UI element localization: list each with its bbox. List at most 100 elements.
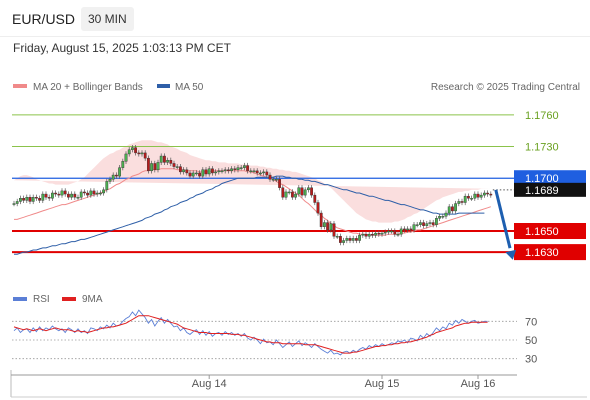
candle-body: [364, 233, 368, 237]
last-price-bg: [514, 182, 586, 197]
candle-body: [355, 238, 358, 241]
candle-body: [188, 172, 192, 177]
candle-body: [210, 168, 214, 174]
candle-body: [70, 193, 74, 198]
candle-body: [329, 223, 333, 231]
candle-body: [140, 152, 144, 155]
candle-body: [217, 170, 221, 173]
candle-body: [393, 230, 397, 235]
candle-body: [339, 236, 342, 243]
rsi-tick-30: 30: [525, 354, 537, 366]
candle-body: [409, 228, 413, 231]
x-label-Aug 15: Aug 15: [365, 378, 400, 390]
candle-body: [396, 233, 400, 236]
candle-body: [342, 240, 345, 243]
candle-body: [137, 152, 141, 155]
candle-body: [169, 160, 173, 164]
candle-body: [185, 169, 189, 174]
candle-body: [226, 169, 230, 172]
candle-body: [204, 169, 208, 175]
candle-body: [162, 155, 166, 163]
candle-body: [473, 193, 477, 199]
candle-body: [294, 193, 297, 198]
level-label-1.1730: 1.1730: [525, 142, 559, 154]
candle-body: [172, 163, 176, 167]
legend-label-rsi: RSI: [33, 294, 50, 305]
candle-body: [291, 191, 294, 198]
candle-body: [108, 179, 112, 182]
candle-body: [390, 230, 393, 233]
candle-body: [35, 197, 38, 199]
candle-body: [114, 174, 118, 177]
candle-body: [98, 192, 102, 195]
candle-body: [479, 194, 483, 198]
candle-body: [431, 222, 435, 225]
candle-body: [159, 155, 163, 163]
candle-body: [201, 169, 205, 177]
candle-body: [307, 187, 310, 191]
candle-body: [73, 193, 77, 198]
candle-body: [51, 192, 54, 199]
legend-swatch-ma50: [157, 84, 170, 88]
level-label-1.1630: 1.1630: [525, 247, 559, 259]
candle-body: [207, 168, 211, 175]
candle-body: [220, 170, 224, 173]
candle-body: [313, 194, 317, 203]
candle-body: [415, 224, 419, 226]
candle-body: [489, 193, 493, 196]
candle-body: [79, 191, 83, 198]
candle-body: [146, 157, 150, 172]
candle-body: [463, 195, 467, 203]
candle-body: [153, 163, 157, 170]
candle-body: [297, 187, 301, 195]
candle-body: [22, 198, 25, 201]
ma20-line: [14, 168, 491, 236]
legend-swatch-rsi: [13, 297, 27, 301]
candle-body: [102, 189, 106, 194]
candle-body: [278, 179, 281, 188]
candle-body: [361, 233, 365, 236]
level-label-bg-1.1630: [514, 244, 586, 261]
candle-body: [12, 203, 16, 205]
candle-body: [380, 232, 384, 235]
candle-body: [444, 212, 448, 217]
rsi-ma9-line: [13, 315, 488, 354]
candle-body: [249, 170, 253, 173]
timeframe-button[interactable]: 30 MIN: [81, 7, 134, 31]
candle-body: [57, 193, 61, 196]
candle-body: [265, 171, 269, 176]
candle-body: [41, 193, 45, 201]
candle-body: [233, 168, 237, 170]
candle-body: [323, 222, 326, 227]
candle-body: [310, 187, 313, 196]
candle-body: [76, 197, 80, 199]
level-label-1.1700: 1.1700: [525, 173, 559, 185]
candle-body: [428, 222, 432, 224]
candle-body: [419, 222, 422, 225]
candle-body: [457, 201, 461, 204]
candle-body: [399, 228, 403, 235]
candle-body: [374, 232, 377, 236]
candle-body: [447, 206, 451, 214]
candle-body: [111, 174, 115, 180]
legend-swatch-9ma: [62, 297, 76, 301]
symbol-label: EUR/USD: [12, 11, 76, 27]
candle-body: [124, 153, 128, 162]
candle-body: [422, 222, 425, 226]
candle-body: [239, 167, 243, 169]
candle-body: [66, 193, 70, 198]
candle-body: [255, 170, 259, 174]
candle-body: [438, 216, 441, 219]
candle-body: [130, 147, 134, 150]
candle-body: [118, 167, 122, 177]
candle-body: [275, 179, 278, 181]
rsi-line: [13, 309, 488, 356]
legend-swatch-ma20: [13, 84, 27, 88]
candle-body: [281, 187, 285, 198]
candle-body: [86, 192, 90, 196]
candle-body: [284, 191, 288, 198]
candle-body: [403, 228, 406, 231]
x-axis: Aug 14 Aug 15 Aug 16: [10, 370, 587, 398]
